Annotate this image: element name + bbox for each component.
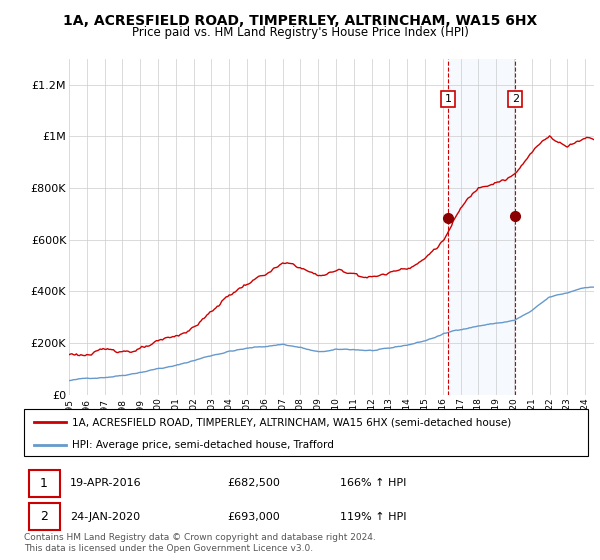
Text: 1: 1: [40, 477, 47, 490]
Text: 2: 2: [512, 94, 519, 104]
Text: £682,500: £682,500: [227, 478, 280, 488]
Text: 24-JAN-2020: 24-JAN-2020: [70, 512, 140, 522]
Text: 1: 1: [445, 94, 452, 104]
Text: 1A, ACRESFIELD ROAD, TIMPERLEY, ALTRINCHAM, WA15 6HX (semi-detached house): 1A, ACRESFIELD ROAD, TIMPERLEY, ALTRINCH…: [72, 417, 511, 427]
Text: HPI: Average price, semi-detached house, Trafford: HPI: Average price, semi-detached house,…: [72, 440, 334, 450]
Text: 166% ↑ HPI: 166% ↑ HPI: [340, 478, 406, 488]
Text: £693,000: £693,000: [227, 512, 280, 522]
FancyBboxPatch shape: [29, 470, 59, 497]
FancyBboxPatch shape: [24, 409, 588, 456]
Text: 2: 2: [40, 511, 47, 524]
FancyBboxPatch shape: [29, 503, 59, 530]
Bar: [448, 59, 515, 395]
Text: Contains HM Land Registry data © Crown copyright and database right 2024.
This d: Contains HM Land Registry data © Crown c…: [24, 533, 376, 553]
Text: Price paid vs. HM Land Registry's House Price Index (HPI): Price paid vs. HM Land Registry's House …: [131, 26, 469, 39]
Text: 119% ↑ HPI: 119% ↑ HPI: [340, 512, 406, 522]
Text: 19-APR-2016: 19-APR-2016: [70, 478, 142, 488]
Text: 1A, ACRESFIELD ROAD, TIMPERLEY, ALTRINCHAM, WA15 6HX: 1A, ACRESFIELD ROAD, TIMPERLEY, ALTRINCH…: [63, 14, 537, 28]
